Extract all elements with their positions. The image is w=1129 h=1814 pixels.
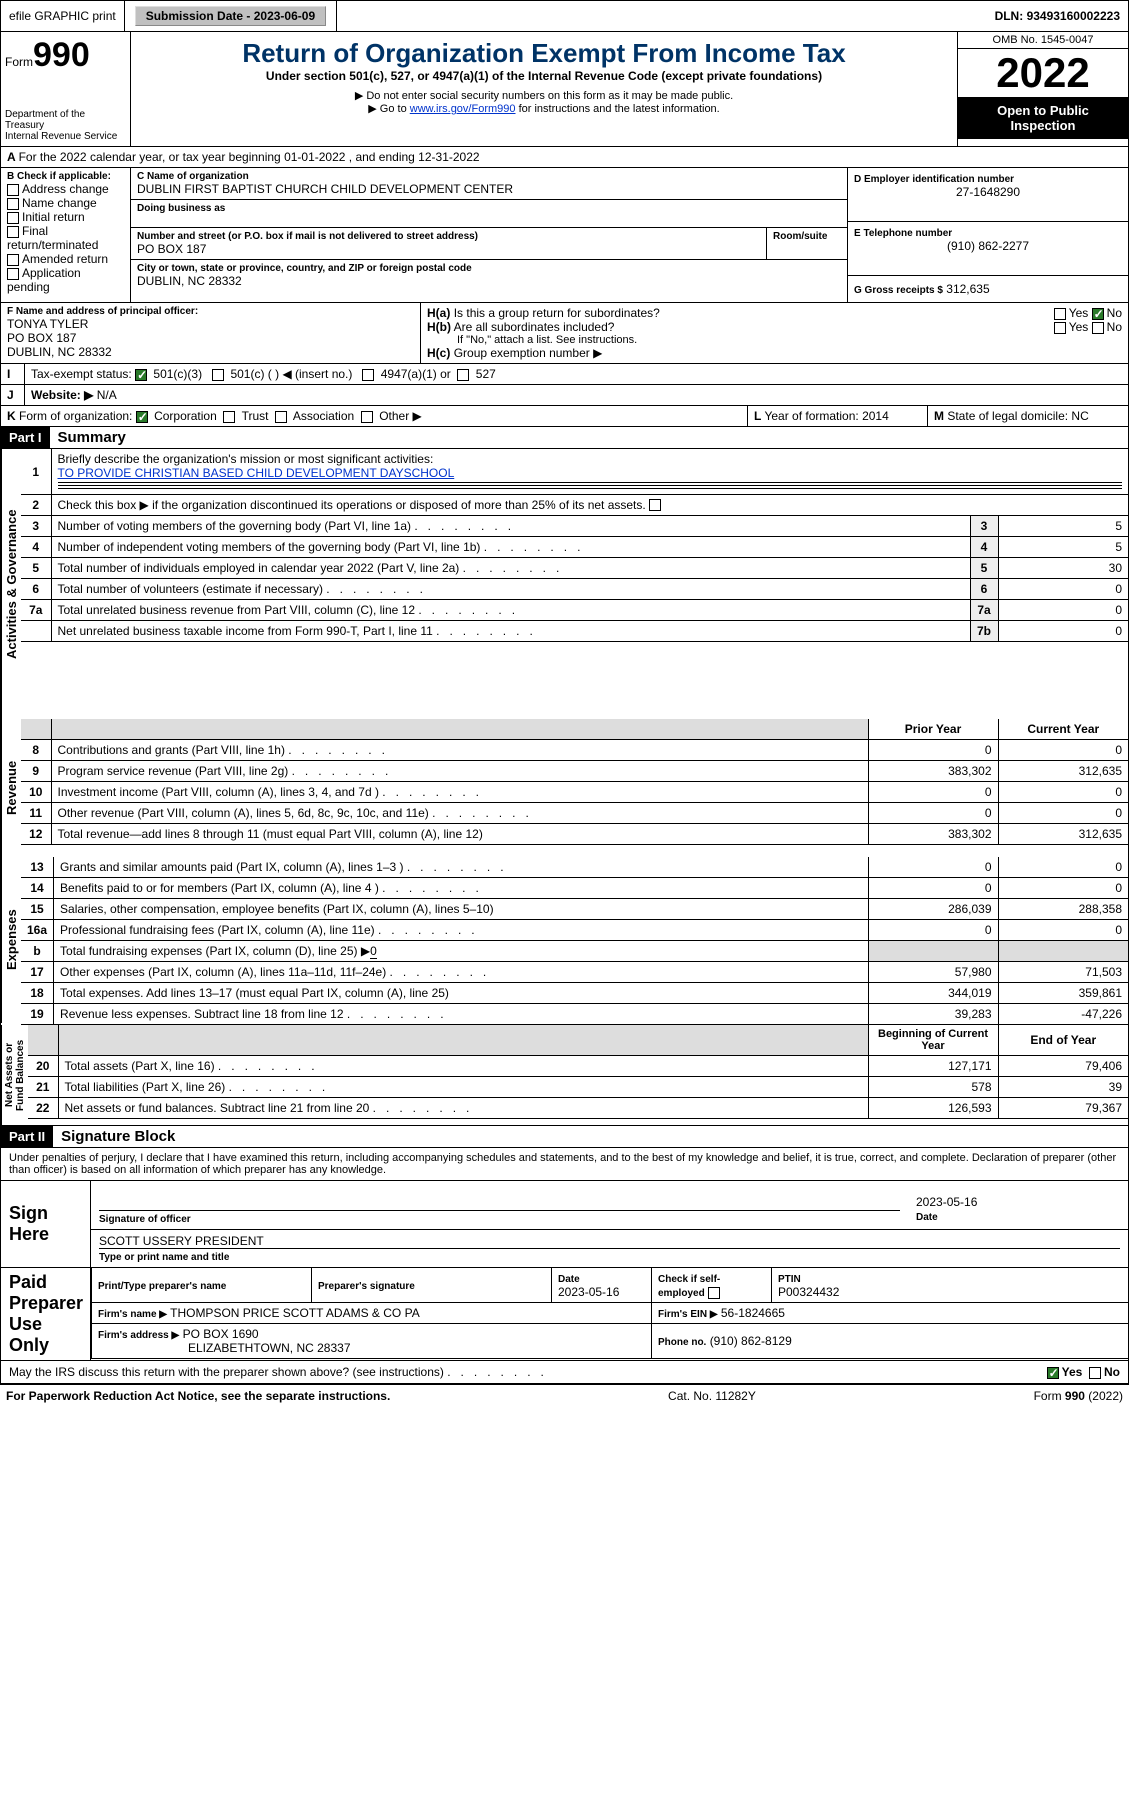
- form-title: Return of Organization Exempt From Incom…: [137, 38, 951, 69]
- telephone: (910) 862-2277: [854, 239, 1122, 253]
- page-footer: For Paperwork Reduction Act Notice, see …: [0, 1384, 1129, 1407]
- form-number: 990: [33, 36, 90, 74]
- tax-year: 2022: [958, 49, 1128, 97]
- ein: 27-1648290: [854, 185, 1122, 199]
- street-address: PO BOX 187: [137, 242, 760, 256]
- hb-no[interactable]: [1092, 322, 1104, 334]
- city-state-zip: DUBLIN, NC 28332: [137, 274, 841, 288]
- assoc-cbx[interactable]: [275, 411, 287, 423]
- firm-phone: (910) 862-8129: [710, 1334, 792, 1348]
- side-netassets: Net Assets or Fund Balances: [1, 1025, 28, 1125]
- v5: 30: [998, 558, 1128, 579]
- trust-cbx[interactable]: [223, 411, 235, 423]
- year-formation: 2014: [862, 409, 889, 423]
- 501c3-cbx[interactable]: [135, 369, 147, 381]
- v6: 0: [998, 579, 1128, 600]
- instructions-link[interactable]: www.irs.gov/Form990: [410, 103, 516, 115]
- officer-name-title: SCOTT USSERY PRESIDENT: [99, 1234, 264, 1248]
- firm-name: THOMPSON PRICE SCOTT ADAMS & CO PA: [170, 1306, 420, 1320]
- corp-cbx[interactable]: [136, 411, 148, 423]
- self-emp-cbx[interactable]: [708, 1287, 720, 1299]
- other-cbx[interactable]: [361, 411, 373, 423]
- dln: DLN: 93493160002223: [987, 1, 1128, 31]
- ptin: P00324432: [778, 1285, 839, 1299]
- v3: 5: [998, 516, 1128, 537]
- part1-bar: Part I: [1, 427, 50, 448]
- hb-yes[interactable]: [1054, 322, 1066, 334]
- amended-cbx[interactable]: [7, 254, 19, 266]
- ha-no[interactable]: [1092, 308, 1104, 320]
- state-domicile: NC: [1071, 409, 1088, 423]
- side-revenue: Revenue: [1, 719, 21, 857]
- efile-label: efile GRAPHIC print: [1, 1, 125, 31]
- mission: TO PROVIDE CHRISTIAN BASED CHILD DEVELOP…: [58, 466, 455, 480]
- sig-date: 2023-05-16: [916, 1195, 977, 1209]
- discuss-no[interactable]: [1089, 1367, 1101, 1379]
- v7b: 0: [998, 621, 1128, 642]
- omb-number: OMB No. 1545-0047: [958, 32, 1128, 49]
- discontinued-cbx[interactable]: [649, 499, 661, 511]
- v4: 5: [998, 537, 1128, 558]
- topbar: efile GRAPHIC print Submission Date - 20…: [0, 0, 1129, 32]
- side-activities: Activities & Governance: [1, 449, 21, 719]
- initial-return-cbx[interactable]: [7, 212, 19, 224]
- tax-year-line: For the 2022 calendar year, or tax year …: [19, 150, 480, 164]
- 4947-cbx[interactable]: [362, 369, 374, 381]
- name-change-cbx[interactable]: [7, 198, 19, 210]
- final-return-cbx[interactable]: [7, 226, 19, 238]
- open-public-badge: Open to Public Inspection: [958, 97, 1128, 139]
- declaration: Under penalties of perjury, I declare th…: [1, 1148, 1128, 1180]
- officer-name: TONYA TYLER: [7, 317, 414, 331]
- discuss-yes[interactable]: [1047, 1367, 1059, 1379]
- addr-change-cbx[interactable]: [7, 184, 19, 196]
- website: N/A: [97, 388, 117, 402]
- form-header: Form990 Department of the Treasury Inter…: [0, 32, 1129, 147]
- gross-receipts: 312,635: [946, 282, 989, 296]
- submission-date-btn[interactable]: Submission Date - 2023-06-09: [135, 6, 326, 26]
- app-pending-cbx[interactable]: [7, 268, 19, 280]
- 527-cbx[interactable]: [457, 369, 469, 381]
- side-expenses: Expenses: [1, 857, 21, 1023]
- org-name: DUBLIN FIRST BAPTIST CHURCH CHILD DEVELO…: [137, 182, 841, 196]
- 501c-cbx[interactable]: [212, 369, 224, 381]
- ha-yes[interactable]: [1054, 308, 1066, 320]
- firm-ein: 56-1824665: [721, 1306, 785, 1320]
- v7a: 0: [998, 600, 1128, 621]
- part2-bar: Part II: [1, 1126, 53, 1147]
